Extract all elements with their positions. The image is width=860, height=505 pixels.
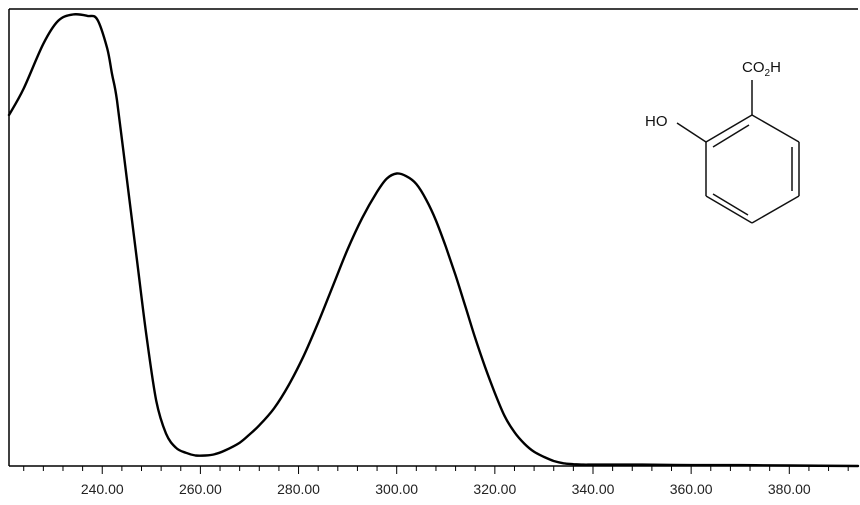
x-tick-label: 360.00 xyxy=(670,481,713,497)
series-group xyxy=(7,13,860,468)
ring-bond xyxy=(751,114,800,143)
ring-double-bond xyxy=(712,124,750,148)
x-tick-label: 240.00 xyxy=(81,481,124,497)
x-tick-label: 320.00 xyxy=(473,481,516,497)
hydroxyl-label: HO xyxy=(645,113,668,130)
x-tick-label: 280.00 xyxy=(277,481,320,497)
plot-frame xyxy=(8,8,858,467)
x-axis: 240.00 260.00 280.00 300.00 320.00 340.00 360.… xyxy=(23,466,849,497)
ring-bond xyxy=(705,114,753,143)
x-tick-label: 380.00 xyxy=(768,481,811,497)
x-tick-label: 300.00 xyxy=(375,481,418,497)
ring-double-bond xyxy=(712,193,749,216)
carboxyl-label: CO2H xyxy=(742,59,781,79)
hydroxyl-bond xyxy=(676,122,707,143)
x-tick-label: 340.00 xyxy=(572,481,615,497)
x-tick-label: 260.00 xyxy=(179,481,222,497)
spectrum-line xyxy=(7,13,860,468)
ring-bond xyxy=(705,195,753,224)
molecule-structure xyxy=(676,80,800,224)
ring-bond xyxy=(751,195,800,224)
